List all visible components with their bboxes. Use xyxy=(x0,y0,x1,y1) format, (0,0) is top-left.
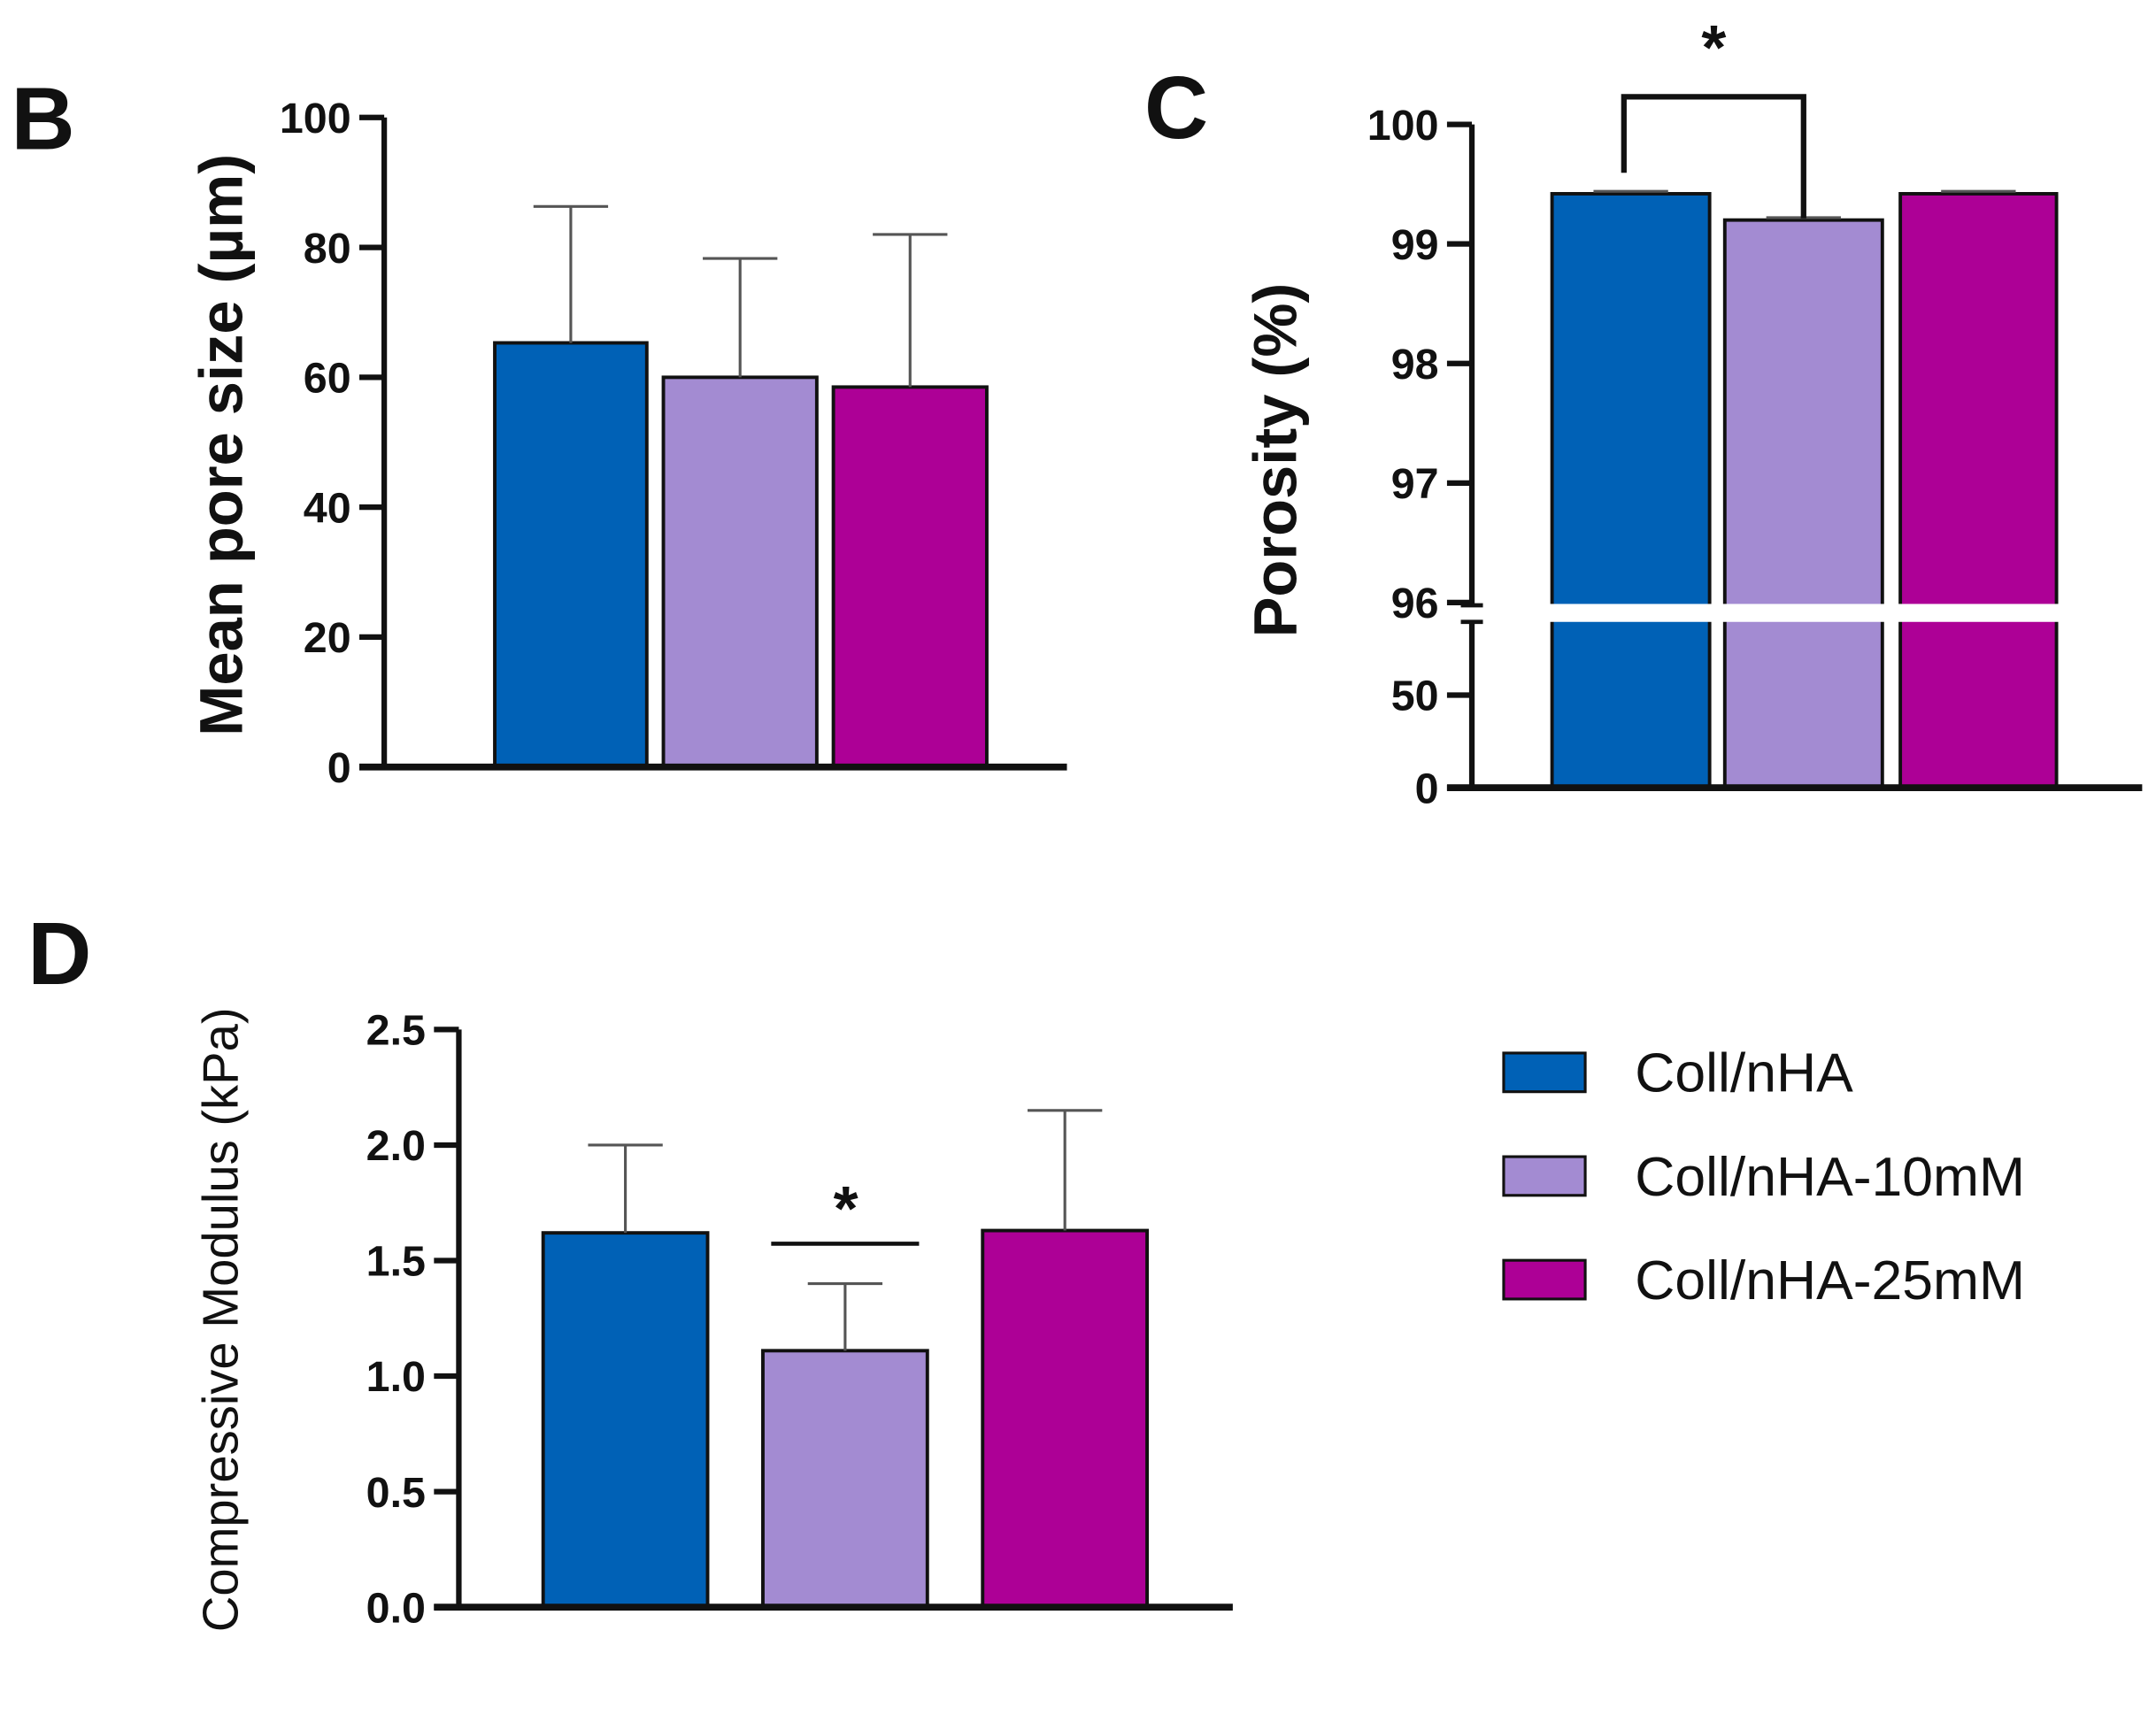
panel-label-c: C xyxy=(1144,59,1208,158)
y-tick-label: 97 xyxy=(1391,460,1439,508)
y-tick-label: 20 xyxy=(304,614,351,662)
bar-d xyxy=(761,1349,929,1610)
bar-b xyxy=(831,385,989,769)
bar-c xyxy=(1898,191,2059,790)
bar-c xyxy=(1722,218,1884,790)
y-tick-label: 1.5 xyxy=(366,1238,426,1286)
y-tick-label: 100 xyxy=(1367,102,1439,150)
bar-d xyxy=(981,1228,1150,1610)
y-tick-label: 96 xyxy=(1391,580,1439,627)
y-axis-label-d: Compressive Modulus (kPa) xyxy=(193,1007,249,1632)
significance-star: * xyxy=(834,1173,859,1244)
y-tick-label: 50 xyxy=(1391,673,1439,720)
panel-label-b: B xyxy=(11,71,74,169)
y-tick-label: 2.0 xyxy=(366,1122,426,1170)
bar-c xyxy=(1550,191,1712,790)
bar-b xyxy=(661,375,819,769)
y-tick-label: 60 xyxy=(304,355,351,403)
legend-swatch-coll-nha-25mm xyxy=(1502,1258,1587,1301)
legend: Coll/nHA Coll/nHA-10mM Coll/nHA-25mM xyxy=(1502,1042,2025,1311)
y-tick-label: 99 xyxy=(1391,221,1439,269)
legend-label: Coll/nHA xyxy=(1635,1042,1853,1104)
axis-break-gap xyxy=(1520,604,2143,622)
y-tick-label: 0 xyxy=(327,744,351,792)
y-tick-label: 100 xyxy=(280,95,351,142)
legend-label: Coll/nHA-25mM xyxy=(1635,1250,2025,1311)
y-tick-label: 98 xyxy=(1391,341,1439,388)
legend-swatch-coll-nha xyxy=(1502,1051,1587,1094)
bar-d xyxy=(541,1231,710,1610)
y-tick-label: 80 xyxy=(304,225,351,273)
y-axis-label-b: Mean pore size (µm) xyxy=(187,154,255,736)
significance-bracket xyxy=(1621,94,1806,219)
y-tick-label: 40 xyxy=(304,484,351,532)
y-tick-label: 0 xyxy=(1415,765,1439,812)
y-tick-label: 0.0 xyxy=(366,1584,426,1632)
panel-label-d: D xyxy=(27,905,91,1004)
y-tick-label: 1.0 xyxy=(366,1353,426,1401)
legend-label: Coll/nHA-10mM xyxy=(1635,1146,2025,1208)
y-axis-label-c: Porosity (%) xyxy=(1242,283,1310,638)
significance-star: * xyxy=(1701,12,1726,83)
y-tick-label: 2.5 xyxy=(366,1007,426,1055)
legend-swatch-coll-nha-10mm xyxy=(1502,1155,1587,1197)
bar-b xyxy=(493,341,649,769)
y-tick-label: 0.5 xyxy=(366,1469,426,1517)
